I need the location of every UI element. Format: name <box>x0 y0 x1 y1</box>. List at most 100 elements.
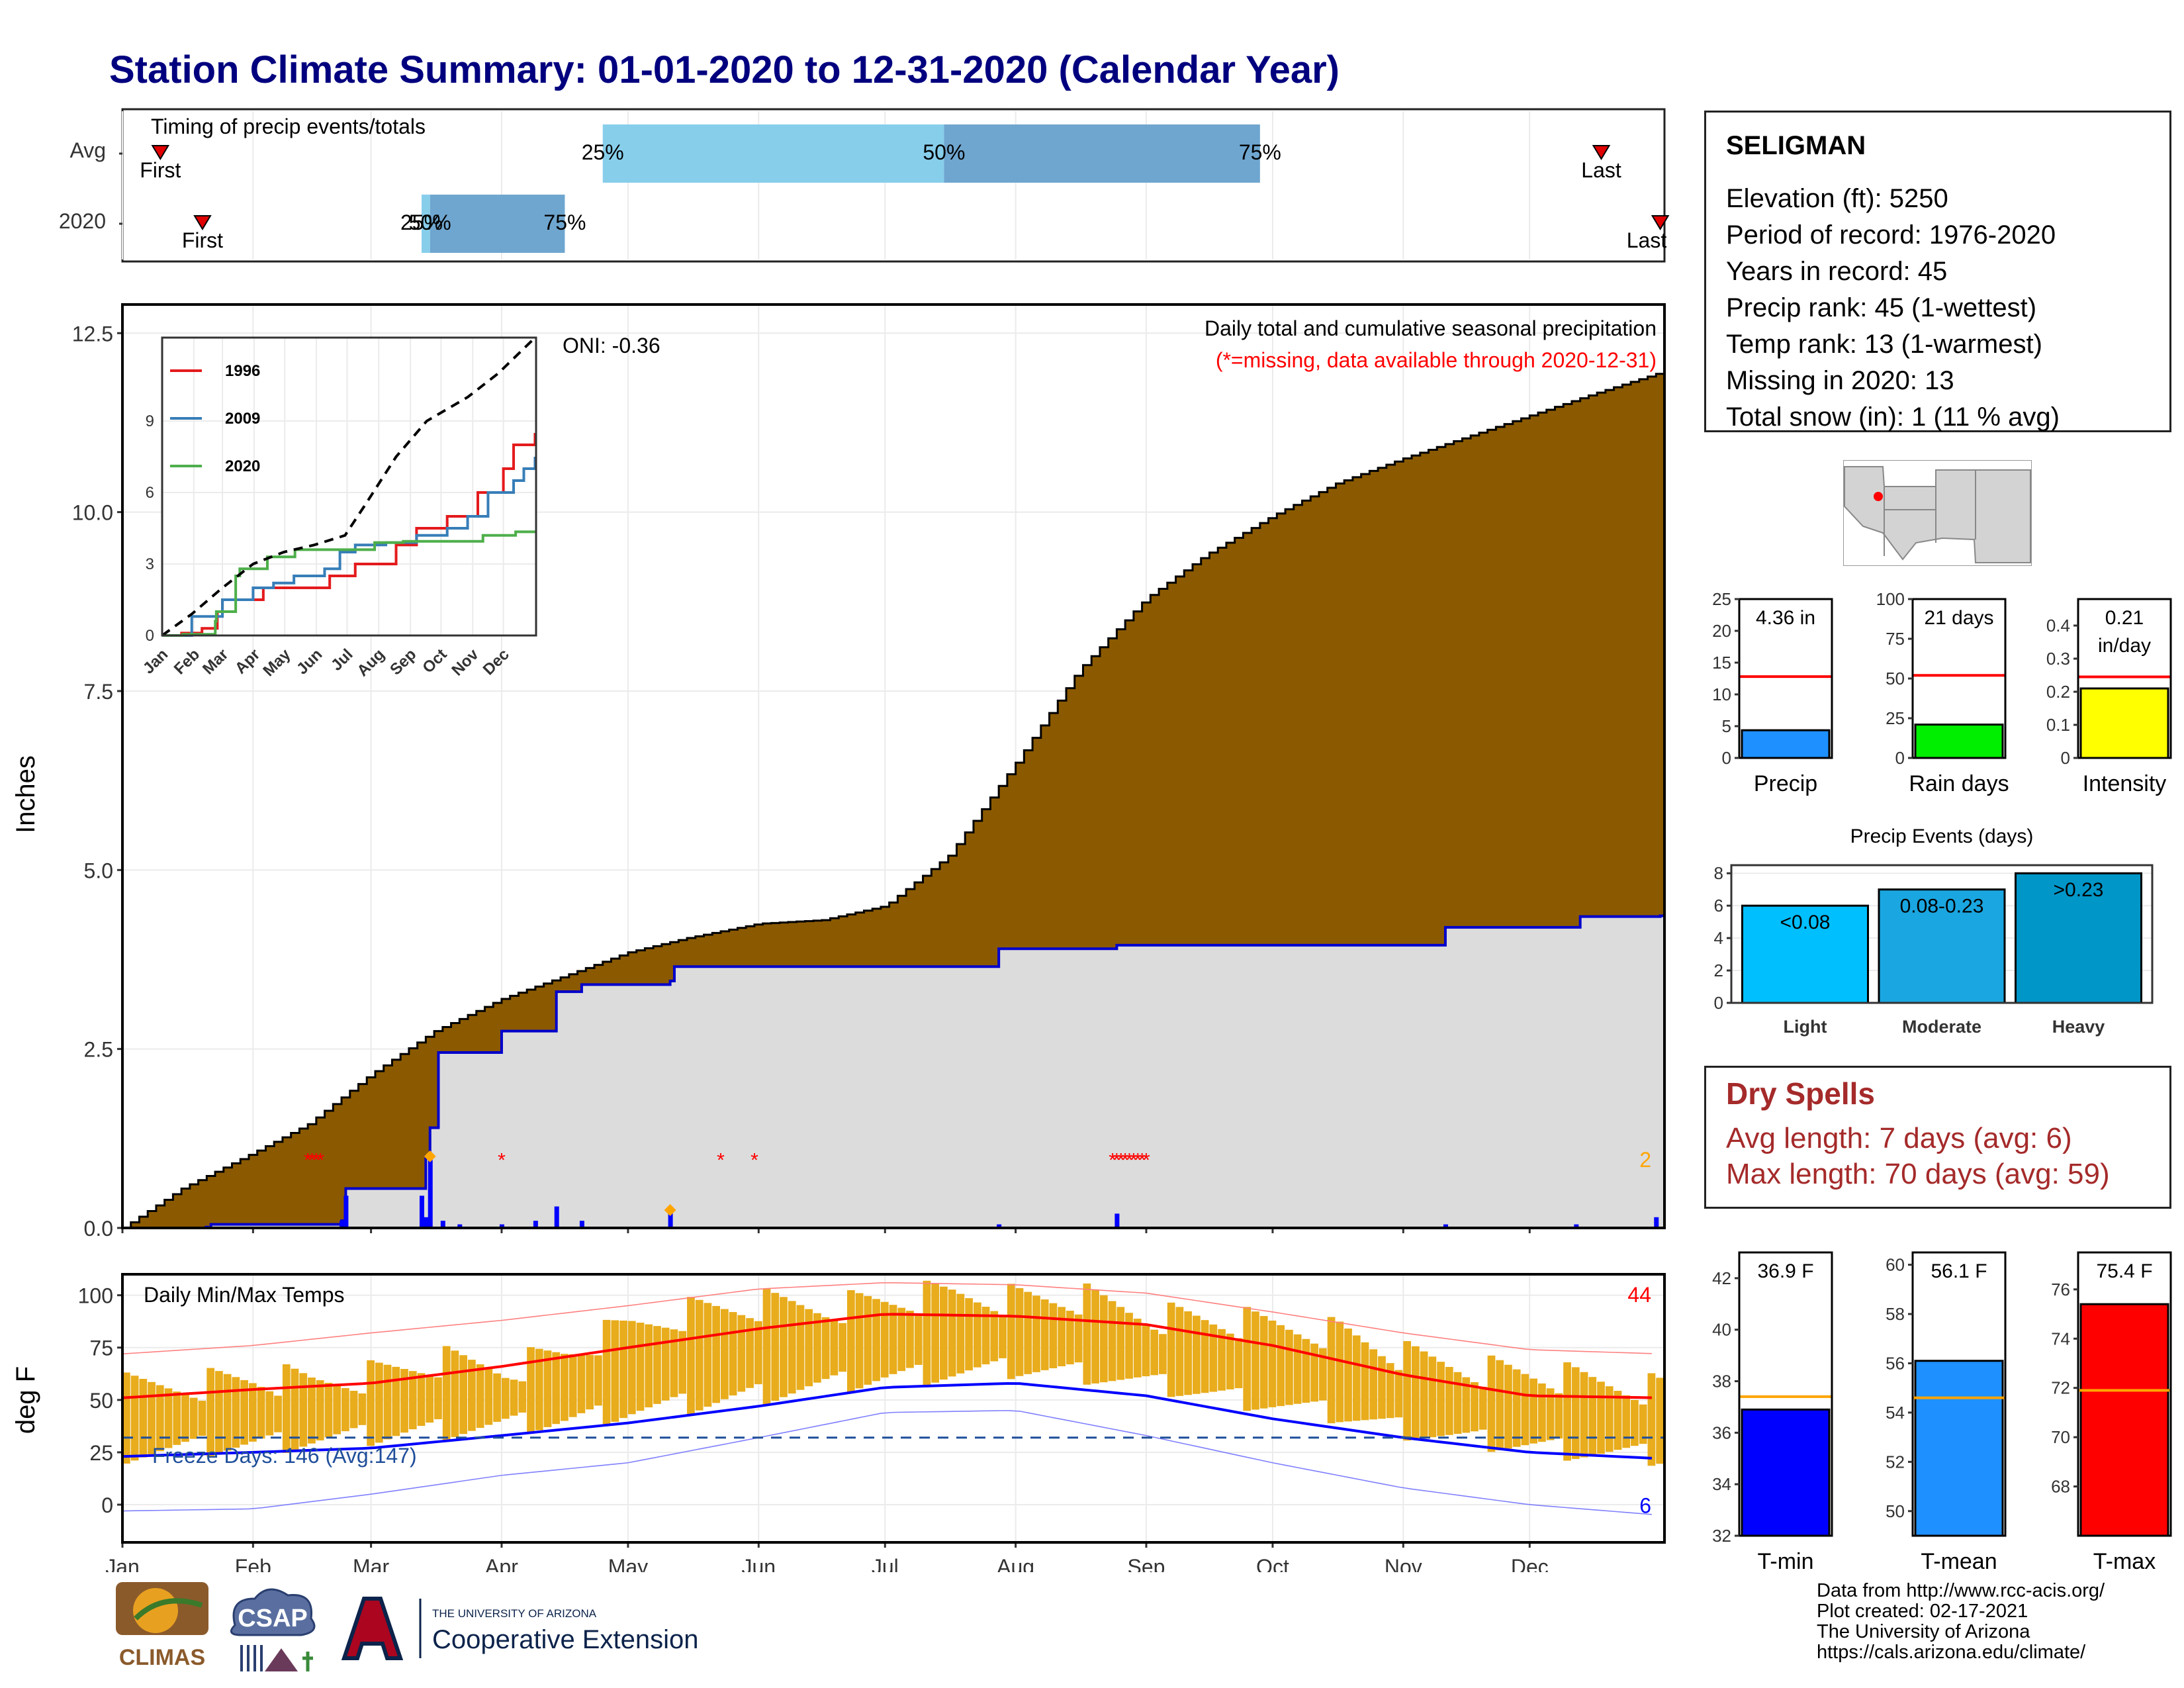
credit-url: https://cals.arizona.edu/climate/ <box>1817 1642 2086 1663</box>
inset-y-tick-label: 0 <box>146 627 154 645</box>
record-tmax-line <box>122 1282 1652 1355</box>
missing-day-marker: * <box>304 1149 312 1171</box>
daily-temp-bar <box>291 1368 299 1450</box>
events-bar <box>1878 888 2006 1004</box>
events-bar <box>2015 872 2142 1004</box>
daily-temp-bar <box>645 1324 653 1408</box>
mini-y-tick-label: 0 <box>2061 748 2070 768</box>
daily-precip-bar <box>343 1196 349 1228</box>
precip-y-tick-label: 0.0 <box>84 1217 113 1241</box>
timing-q50-label: 50% <box>409 211 451 234</box>
mini-value-label: 56.1 F <box>1931 1260 1987 1282</box>
inset-y-tick-label: 3 <box>146 555 154 573</box>
mini-y-tick-label: 40 <box>1712 1320 1731 1340</box>
missing-day-marker: * <box>1113 1149 1121 1171</box>
daily-temp-bar <box>746 1318 754 1388</box>
daily-temp-bar <box>240 1380 248 1445</box>
mini-category-label: T-mean <box>1921 1549 1997 1574</box>
daily-temp-bar <box>248 1383 257 1442</box>
inset-series-line <box>162 530 537 637</box>
csap-rain-icon <box>240 1645 263 1671</box>
last-event-label: Last <box>1627 228 1667 252</box>
daily-precip-bar <box>1443 1224 1448 1228</box>
mini-y-tick-label: 76 <box>2051 1280 2070 1299</box>
timing-q75-label: 75% <box>543 211 586 234</box>
daily-temp-bar <box>1631 1399 1639 1446</box>
station-years: Years in record: 45 <box>1726 257 1948 286</box>
daily-precip-bar <box>997 1224 1002 1228</box>
snow-day-marker <box>424 1150 436 1162</box>
daily-temp-bar <box>232 1377 240 1448</box>
daily-temp-bar <box>156 1385 164 1452</box>
csap-logo: CSAP <box>230 1588 316 1671</box>
events-y-tick-label: 4 <box>1714 928 1723 948</box>
daily-precip-bar <box>1574 1224 1579 1228</box>
daily-temp-bar <box>687 1297 695 1415</box>
temp-frame <box>121 1273 1666 1544</box>
temp-y-tick-label: 25 <box>89 1441 113 1465</box>
mini-y-tick-label: 10 <box>1712 684 1731 704</box>
daily-temp-bar <box>788 1301 796 1394</box>
temp-chart: deg F 0 25 50 75 100 Jan Feb Mar Apr May Jun Jul Aug… <box>11 1273 1666 1572</box>
mini-y-tick-label: 54 <box>1886 1403 1905 1423</box>
daily-temp-bar <box>712 1305 720 1403</box>
events-title: Precip Events (days) <box>1850 825 2034 847</box>
daily-temp-bar <box>1622 1395 1631 1448</box>
daily-temp-bar <box>1512 1369 1521 1447</box>
precip-frame <box>121 303 1666 1229</box>
missing-day-marker: * <box>1130 1149 1138 1171</box>
mini-frame <box>1738 598 1833 759</box>
timing-bar-q50-q75 <box>944 124 1260 183</box>
daily-temp-bar <box>653 1326 661 1404</box>
month-axis-label: Feb <box>235 1555 271 1572</box>
daily-temp-bar <box>661 1327 670 1401</box>
daily-temp-bar <box>754 1321 762 1385</box>
daily-temp-bar <box>1251 1311 1259 1410</box>
daily-temp-bar <box>1563 1362 1571 1461</box>
first-event-label: First <box>182 228 223 252</box>
daily-temp-bar <box>1218 1329 1226 1391</box>
daily-temp-bar <box>375 1362 383 1443</box>
mini-y-tick-label: 56 <box>1886 1353 1905 1373</box>
daily-temp-bar <box>569 1354 577 1417</box>
daily-temp-bar <box>1192 1315 1201 1394</box>
daily-temp-bar <box>476 1364 484 1429</box>
mini-bar <box>1741 1408 1831 1537</box>
timing-q25-label: 25% <box>582 140 624 164</box>
daily-temp-bar <box>1201 1320 1209 1393</box>
last-event-marker <box>1592 145 1611 160</box>
timing-row-2020: 2020 <box>59 209 106 233</box>
daily-temp-bar <box>274 1395 282 1432</box>
daily-precip-bar <box>579 1221 584 1228</box>
precip-corner-count: 2 <box>1639 1148 1651 1172</box>
mini-bar <box>1914 1360 2004 1537</box>
daily-temp-bar <box>805 1309 813 1387</box>
freeze-days-label: Freeze Days: 146 (Avg:147) <box>152 1444 417 1468</box>
mini-y-tick-label: 0.2 <box>2046 682 2070 702</box>
daily-temp-bar <box>1437 1362 1445 1436</box>
daily-temp-bar <box>577 1354 586 1413</box>
daily-temp-bar <box>510 1380 518 1416</box>
timing-bar-q25-q50 <box>602 124 944 183</box>
daily-temp-bar <box>1159 1334 1167 1374</box>
station-precip-rank: Precip rank: 45 (1-wettest) <box>1726 293 2037 322</box>
page-title: Station Climate Summary: 01-01-2020 to 1… <box>109 48 1340 91</box>
daily-temp-bar <box>1074 1314 1083 1363</box>
daily-temp-bar <box>1352 1335 1361 1421</box>
daily-precip-bar <box>457 1224 463 1228</box>
daily-temp-bar <box>872 1299 880 1382</box>
precip-title: Daily total and cumulative seasonal prec… <box>1205 316 1657 340</box>
daily-temp-bar <box>1462 1377 1471 1433</box>
credit-data-source: Data from http://www.rcc-acis.org/ <box>1817 1580 2105 1601</box>
daily-temp-bar <box>999 1315 1007 1358</box>
daily-temp-bar <box>1285 1329 1293 1405</box>
daily-temp-bar <box>434 1377 442 1419</box>
daily-temp-bar <box>1226 1333 1234 1389</box>
precip-y-tick-label: 10.0 <box>72 501 113 525</box>
daily-precip-bar <box>340 1221 345 1228</box>
mini-y-tick-label: 36 <box>1712 1423 1731 1442</box>
daily-temp-bar <box>1496 1360 1504 1450</box>
csap-logo-text: CSAP <box>238 1605 308 1632</box>
inset-series-line <box>161 336 536 637</box>
daily-temp-bar <box>1369 1349 1378 1420</box>
